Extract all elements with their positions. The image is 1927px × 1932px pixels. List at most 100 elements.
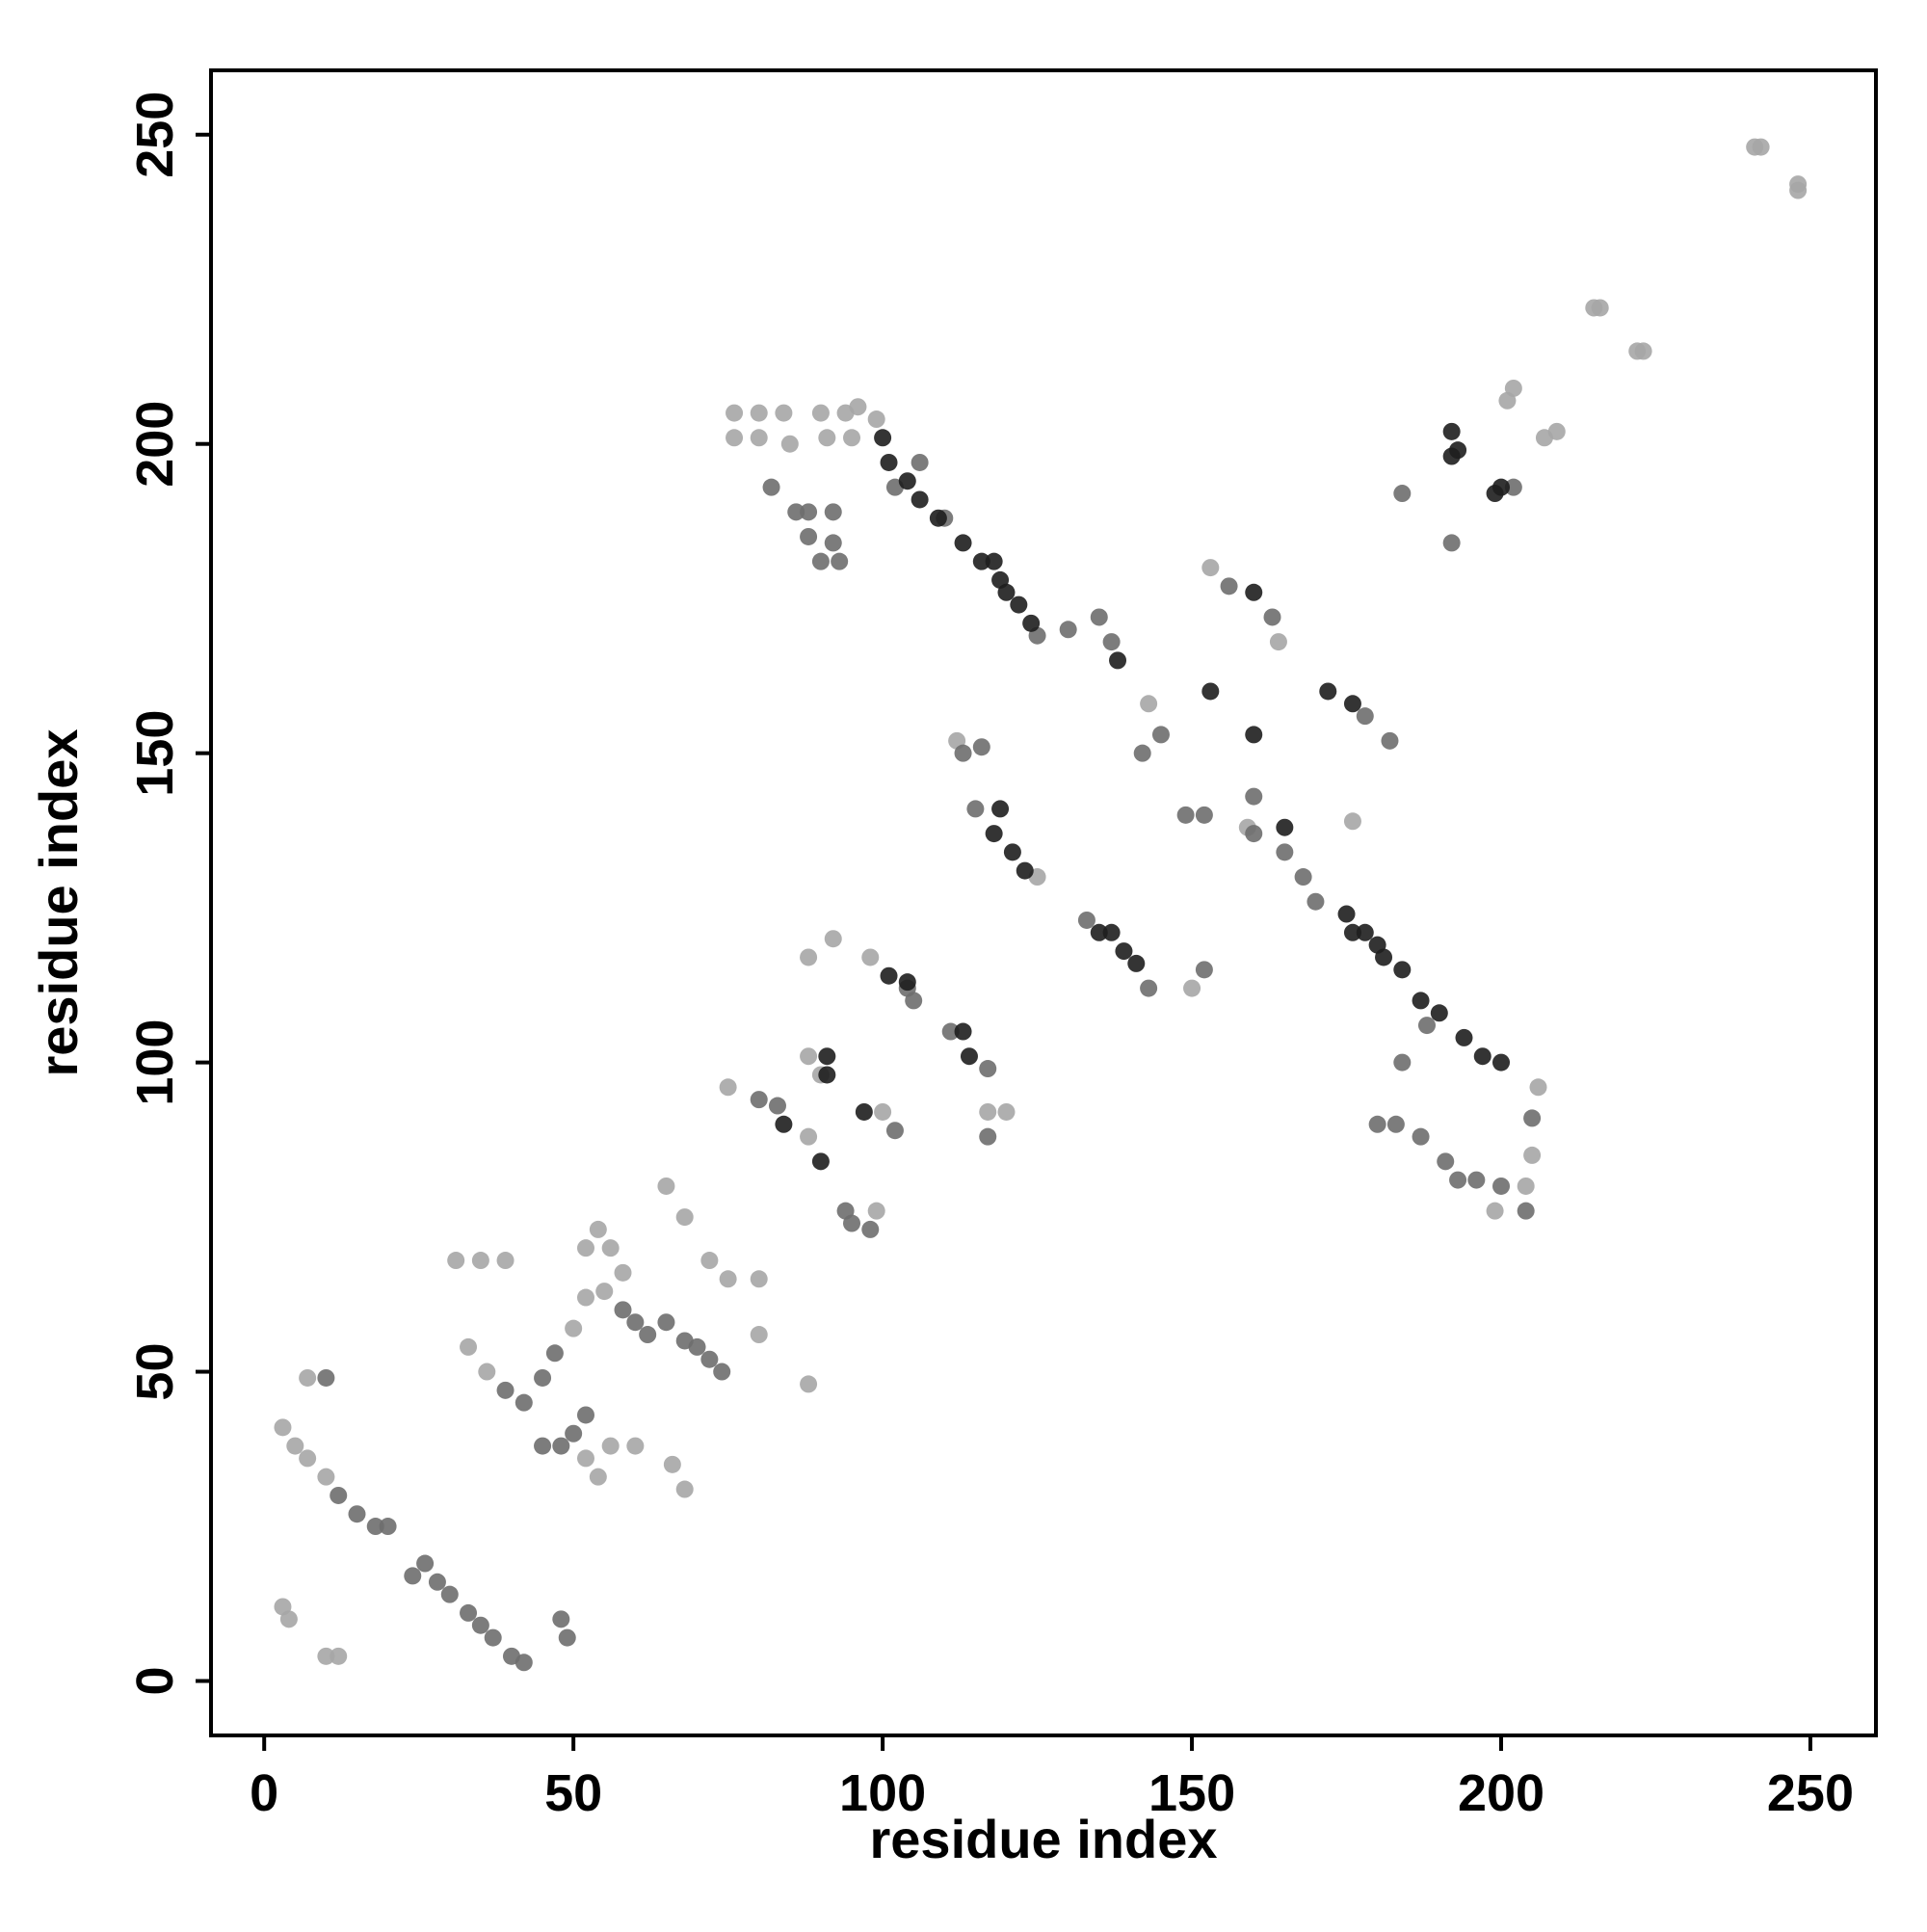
contact-point	[719, 1078, 737, 1097]
contact-point	[905, 992, 923, 1010]
contact-point	[440, 1585, 459, 1603]
contact-point	[874, 429, 892, 447]
contact-point	[1547, 422, 1566, 440]
contact-point	[1356, 923, 1374, 941]
contact-point	[1591, 299, 1609, 317]
contact-point	[800, 1047, 818, 1066]
contact-point	[861, 948, 880, 966]
x-tick-label: 200	[1458, 1764, 1544, 1822]
contact-point	[1319, 682, 1337, 701]
contact-point	[898, 472, 916, 490]
contact-point	[428, 1573, 446, 1591]
contact-point	[1140, 979, 1158, 997]
contact-point	[279, 1610, 298, 1628]
contact-point	[775, 1115, 793, 1133]
contact-point	[954, 534, 972, 552]
contact-point	[1393, 1053, 1412, 1072]
contact-point	[1276, 843, 1294, 861]
contact-point	[818, 1066, 836, 1084]
contact-point	[1140, 695, 1158, 713]
contact-point	[330, 1647, 348, 1665]
contact-point	[1269, 633, 1287, 651]
contact-point	[726, 404, 744, 422]
contact-point	[911, 490, 929, 509]
y-tick-label: 50	[126, 1343, 184, 1401]
contact-point	[639, 1326, 657, 1344]
contact-point	[1010, 595, 1028, 614]
contact-point	[614, 1263, 632, 1282]
contact-point	[1195, 806, 1213, 824]
contact-point	[1504, 379, 1522, 397]
contact-point	[1343, 923, 1361, 941]
contact-point	[880, 966, 898, 985]
contact-point	[663, 1455, 681, 1473]
contact-point	[1412, 1127, 1430, 1146]
contact-point	[700, 1252, 719, 1270]
contact-point	[317, 1468, 335, 1486]
contact-point	[447, 1252, 465, 1270]
contact-point	[1343, 812, 1361, 831]
contact-point	[545, 1344, 564, 1363]
contact-point	[1022, 614, 1041, 632]
contact-point	[979, 1102, 997, 1121]
contact-point	[330, 1486, 348, 1504]
contact-point	[843, 1214, 861, 1232]
contact-point	[484, 1628, 502, 1647]
contact-point	[379, 1518, 397, 1536]
contact-point	[1368, 1115, 1386, 1133]
plot-frame	[209, 68, 1878, 1737]
contact-point	[1437, 1152, 1455, 1171]
contact-point	[700, 1350, 719, 1368]
contact-point	[601, 1437, 620, 1455]
contact-point	[1201, 559, 1220, 577]
contact-point	[317, 1647, 335, 1665]
contact-point	[576, 1449, 594, 1468]
contact-point	[824, 503, 842, 521]
contact-point	[1176, 806, 1195, 824]
contact-point	[1102, 633, 1121, 651]
contact-point	[1090, 923, 1108, 941]
contact-point	[1442, 534, 1461, 552]
contact-point	[576, 1239, 594, 1257]
contact-point	[675, 1480, 694, 1498]
contact-point	[1517, 1202, 1535, 1220]
contact-point	[954, 1022, 972, 1041]
contact-point	[849, 398, 867, 416]
contact-point	[366, 1518, 384, 1536]
y-tick-label: 100	[126, 1019, 184, 1106]
contact-point	[534, 1437, 552, 1455]
contact-point	[688, 1337, 706, 1356]
x-tick-label: 50	[544, 1764, 602, 1822]
contact-point	[601, 1239, 620, 1257]
contact-point	[1449, 1171, 1467, 1189]
contact-point	[768, 1097, 786, 1115]
contact-point	[552, 1437, 570, 1455]
contact-point	[750, 1270, 768, 1288]
contact-point	[855, 1102, 873, 1121]
contact-point	[726, 429, 744, 447]
contact-point	[1337, 905, 1356, 923]
contact-point	[299, 1449, 317, 1468]
contact-point	[1430, 1004, 1448, 1022]
contact-point	[719, 1270, 737, 1288]
contact-point	[818, 1047, 836, 1066]
contact-point	[558, 1628, 576, 1647]
contact-point	[626, 1313, 645, 1332]
contact-point	[713, 1363, 731, 1381]
contact-point	[1220, 577, 1238, 595]
contact-point	[1504, 478, 1522, 496]
y-axis-label: residue index	[28, 728, 89, 1076]
contact-point	[1151, 726, 1170, 744]
contact-point	[954, 744, 972, 762]
contact-point	[595, 1283, 614, 1301]
contact-point	[1368, 936, 1386, 954]
contact-point	[1517, 1177, 1535, 1195]
contact-point	[1102, 923, 1121, 941]
contact-point	[1077, 911, 1095, 929]
contact-point	[800, 1127, 818, 1146]
x-axis-label: residue index	[869, 1809, 1217, 1869]
contact-point	[460, 1337, 478, 1356]
contact-point	[589, 1468, 607, 1486]
contact-point	[1417, 1017, 1436, 1035]
x-tick-label: 100	[839, 1764, 926, 1822]
